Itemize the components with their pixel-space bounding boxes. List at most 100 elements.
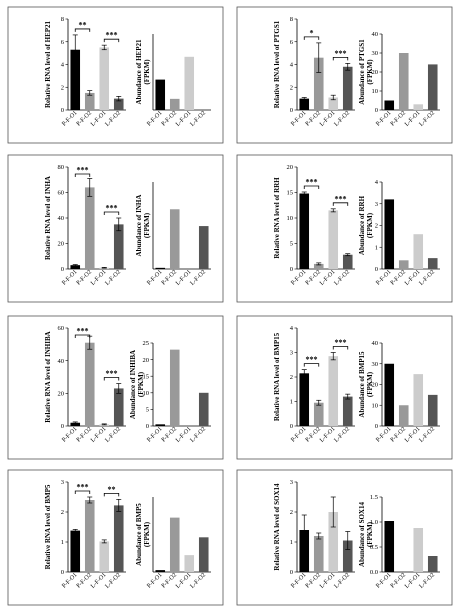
bar-sox14-2 [313, 536, 324, 572]
bar-rrh-3 [328, 210, 339, 269]
bar-hep21-4 [113, 98, 124, 110]
bar-inha-2 [84, 187, 95, 269]
bar-bmp5-3 [99, 541, 110, 572]
panel-frame [7, 154, 224, 303]
y-tick-label: 1 [290, 539, 293, 546]
y-tick-label: 0 [290, 107, 293, 114]
y-tick-label: 2 [290, 374, 293, 381]
bar-ptgs1-2 [313, 57, 324, 110]
y-tick-label: 2 [61, 509, 64, 516]
y-tick-label: 10 [143, 390, 150, 397]
y-tick-label: 10 [372, 402, 379, 409]
y-tick-label: 0 [290, 569, 293, 576]
bar-inhiba-1 [70, 422, 81, 426]
bar-bmp15-3 [413, 374, 424, 426]
x-category-label: L-F-O2 [104, 268, 122, 286]
significance-bracket [103, 211, 120, 215]
y-tick-label: 8 [290, 16, 293, 23]
chart-inha-fpkm: Abundance of INHA (FPKM)P-F-O1P-F-O2L-F-O… [135, 182, 211, 287]
significance-bracket [303, 185, 320, 189]
bar-ptgs1-4 [342, 66, 353, 110]
y-tick-label: 1 [290, 399, 293, 406]
y-axis-label: Relative RNA level of RRH [273, 177, 281, 259]
panel-frame [7, 469, 224, 606]
bar-rrh-1 [384, 199, 395, 269]
bar-ptgs1-4 [427, 64, 438, 110]
bar-sox14-4 [427, 556, 438, 572]
bar-bmp15-4 [427, 394, 438, 426]
bar-bmp5-4 [113, 505, 124, 572]
y-axis-label: Abundance of INHIBA [129, 350, 137, 419]
bar-ptgs1-1 [299, 98, 310, 110]
bar-inha-4 [198, 226, 209, 269]
chart-hep21-fpkm: Abundance of HEP21 (FPKM)P-F-O1P-F-O2L-F-… [135, 34, 211, 128]
y-tick-label: 4 [61, 62, 65, 69]
bar-bmp5-1 [155, 570, 166, 572]
significance-marker: *** [106, 31, 118, 40]
bar-ptgs1-2 [398, 53, 409, 110]
bar-hep21-3 [99, 47, 110, 110]
y-tick-label: 60 [58, 325, 65, 332]
x-category-label: L-F-O2 [104, 109, 122, 127]
bar-rrh-3 [413, 234, 424, 269]
bar-inhiba-2 [169, 349, 180, 426]
y-tick-label: 20 [58, 391, 65, 398]
panel-frame [236, 154, 453, 303]
y-tick-label: 2 [375, 223, 378, 230]
significance-bracket [74, 490, 91, 494]
y-tick-label: 60 [58, 190, 65, 197]
significance-marker: *** [77, 166, 89, 175]
significance-marker: *** [306, 177, 318, 186]
significance-marker: *** [106, 204, 118, 213]
bar-inhiba-4 [198, 392, 209, 426]
bar-hep21-2 [84, 92, 95, 110]
significance-bracket [103, 377, 120, 381]
bar-inhiba-2 [84, 342, 95, 426]
y-tick-label: 40 [372, 31, 379, 38]
bar-bmp5-4 [198, 537, 209, 572]
y-tick-label: 0.0 [370, 569, 378, 576]
y-tick-label: 20 [372, 382, 379, 389]
significance-marker: *** [77, 483, 89, 492]
y-tick-label: 15 [287, 190, 294, 197]
x-category-label: L-F-O2 [104, 571, 122, 589]
x-category-label: L-F-O2 [189, 268, 207, 286]
significance-bracket [303, 36, 320, 40]
y-tick-label: 20 [58, 241, 65, 248]
significance-bracket [74, 334, 91, 338]
y-tick-label: 30 [372, 361, 379, 368]
bar-rrh-2 [398, 260, 409, 269]
y-tick-label: 20 [287, 164, 294, 171]
x-category-label: L-F-O2 [333, 425, 351, 443]
y-tick-label: 0 [375, 423, 378, 430]
x-category-label: L-F-O2 [104, 425, 122, 443]
y-tick-label: 2 [290, 84, 293, 91]
bar-ptgs1-3 [413, 104, 424, 110]
y-axis-label: Relative RNA level of SOX14 [273, 483, 281, 571]
y-tick-label: 5 [146, 407, 149, 414]
y-axis-label: Relative RNA level of BMP15 [273, 332, 281, 421]
y-tick-label: 80 [58, 164, 65, 171]
panel-frame [236, 6, 453, 144]
bar-bmp15-2 [398, 405, 409, 426]
bar-rrh-2 [313, 263, 324, 269]
bar-bmp15-3 [328, 356, 339, 426]
y-tick-label: 10 [287, 215, 294, 222]
y-axis-unit-label: (FPKM) [143, 521, 151, 547]
bar-rrh-4 [427, 258, 438, 269]
chart-bmp5-fpkm: Abundance of BMP5 (FPKM)P-F-O1P-F-O2L-F-O… [135, 497, 211, 590]
significance-bracket [303, 363, 320, 367]
y-tick-label: 0.5 [370, 544, 378, 551]
